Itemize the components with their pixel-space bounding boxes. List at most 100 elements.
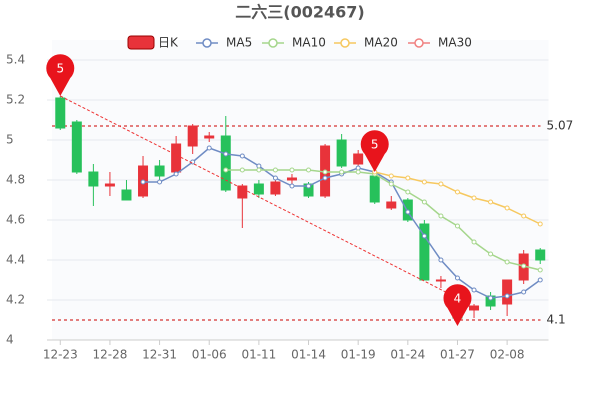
legend-swatch <box>340 38 350 48</box>
candle-body <box>469 305 480 311</box>
candle-body <box>88 171 99 187</box>
ma-point <box>454 275 460 281</box>
ma-point <box>223 167 229 173</box>
ma-point <box>504 259 510 265</box>
ma-point <box>471 239 477 245</box>
ma-point <box>355 169 361 175</box>
ma-point <box>438 181 444 187</box>
candle-body <box>253 183 264 195</box>
ma-point <box>454 223 460 229</box>
ma-point <box>355 165 361 171</box>
y-tick-label: 5.2 <box>6 93 25 107</box>
legend-item: MA10 <box>262 36 326 50</box>
ma-point <box>140 179 146 185</box>
candle-body <box>369 175 380 203</box>
ma-point <box>322 175 328 181</box>
candle-body <box>286 177 297 181</box>
ma-point <box>157 179 163 185</box>
ma-point <box>488 199 494 205</box>
legend-item: MA5 <box>196 36 252 50</box>
candle-body <box>535 249 546 261</box>
candle-body <box>336 139 347 167</box>
y-tick-label: 4.6 <box>6 213 25 227</box>
candle-body <box>386 201 397 209</box>
ma-point <box>537 221 543 227</box>
y-tick-label: 4 <box>6 333 14 347</box>
ma-point <box>306 167 312 173</box>
marker-pin <box>46 54 75 96</box>
ma-point <box>421 233 427 239</box>
ma-point <box>223 151 229 157</box>
legend-label: MA5 <box>226 36 252 50</box>
x-tick-label: 12-31 <box>142 348 177 362</box>
legend-swatch <box>268 38 278 48</box>
reference-label: 5.07 <box>547 119 574 133</box>
legend-item: MA30 <box>408 36 472 50</box>
x-tick-label: 01-06 <box>192 348 227 362</box>
candle-body <box>55 97 66 129</box>
legend-label: MA20 <box>364 36 398 50</box>
chart-title: 二六三(002467) <box>235 3 364 22</box>
marker-label: 5 <box>371 138 379 152</box>
candle-body <box>353 153 364 165</box>
y-tick-label: 5.4 <box>6 53 25 67</box>
reference-label: 4.1 <box>547 313 566 327</box>
ma-point <box>438 257 444 263</box>
ma-point <box>289 167 295 173</box>
legend-item: MA20 <box>334 36 398 50</box>
ma-point <box>421 199 427 205</box>
marker-pin <box>360 130 389 172</box>
ma-point <box>521 289 527 295</box>
candle-body <box>237 185 248 199</box>
marker-pin <box>443 284 472 326</box>
ma-point <box>289 183 295 189</box>
x-tick-label: 01-24 <box>390 348 425 362</box>
ma-point <box>206 145 212 151</box>
ma-point <box>471 287 477 293</box>
marker-label: 4 <box>454 292 462 306</box>
ma-point <box>537 277 543 283</box>
legend-swatch <box>202 38 212 48</box>
candle-body <box>204 135 215 139</box>
y-tick-label: 5 <box>6 133 14 147</box>
ma-point <box>190 159 196 165</box>
candle-body <box>502 279 513 305</box>
ma-point <box>405 189 411 195</box>
candle-body <box>171 143 182 173</box>
ma-point <box>405 209 411 215</box>
ma-point <box>239 167 245 173</box>
ma-point <box>256 163 262 169</box>
ma-point <box>488 251 494 257</box>
ma-line <box>225 169 541 271</box>
x-tick-label: 01-27 <box>440 348 475 362</box>
ma-point <box>272 175 278 181</box>
x-tick-label: 12-28 <box>92 348 127 362</box>
ma-point <box>454 189 460 195</box>
legend-swatch <box>414 38 424 48</box>
ma-point <box>239 153 245 159</box>
candle-body <box>270 181 281 195</box>
legend-item: 日K <box>127 35 179 50</box>
ma-point <box>438 213 444 219</box>
ma-point <box>339 169 345 175</box>
y-tick-label: 4.8 <box>6 173 25 187</box>
marker-label: 5 <box>56 62 64 76</box>
x-tick-label: 02-08 <box>490 348 525 362</box>
ma-point <box>256 167 262 173</box>
candle-body <box>220 135 231 191</box>
legend-label: 日K <box>158 36 179 50</box>
candle-body <box>419 223 430 281</box>
ma-point <box>388 173 394 179</box>
ma-point <box>322 169 328 175</box>
ma-point <box>471 195 477 201</box>
ma-point <box>388 181 394 187</box>
x-tick-label: 01-14 <box>291 348 326 362</box>
ma-point <box>504 205 510 211</box>
ma-point <box>272 167 278 173</box>
ma-point <box>421 179 427 185</box>
ma-point <box>405 175 411 181</box>
legend-label: MA30 <box>438 36 472 50</box>
x-tick-label: 12-23 <box>43 348 78 362</box>
y-tick-label: 4.2 <box>6 293 25 307</box>
